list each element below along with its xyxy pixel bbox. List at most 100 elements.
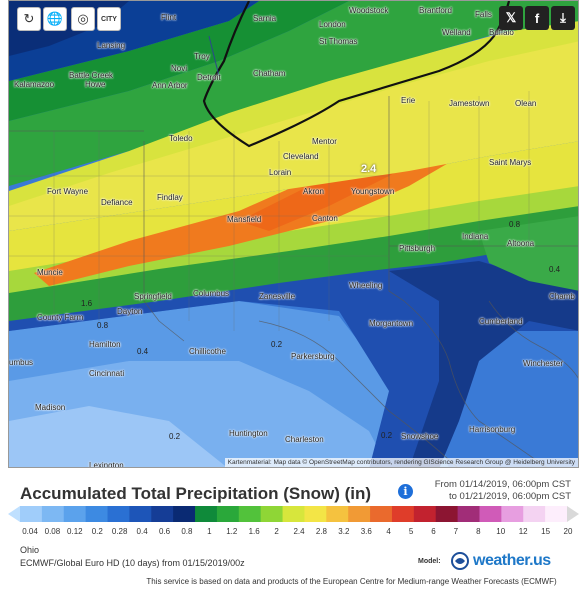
legend-label: 0.4	[136, 527, 148, 536]
city-label: Kalamazoo	[14, 80, 55, 89]
city-label: Battle Creek	[69, 71, 114, 80]
contour-value-label: 0.4	[549, 265, 561, 274]
legend-arrow-low	[8, 506, 20, 522]
legend-label: 0.12	[67, 527, 83, 536]
legend-swatch	[129, 506, 152, 522]
legend-swatch	[479, 506, 502, 522]
city-label: County Farm	[37, 313, 84, 322]
facebook-icon: f	[534, 10, 540, 26]
legend-swatch	[238, 506, 262, 522]
legend-arrow-high	[567, 506, 579, 522]
city-label: Charleston	[285, 435, 324, 444]
location-icon: ◎	[77, 11, 89, 26]
legend-label: 1.6	[248, 527, 260, 536]
legend-swatch	[85, 506, 109, 522]
info-icon[interactable]: i	[398, 484, 413, 499]
city-label: Canton	[312, 214, 338, 223]
legend-swatch	[107, 506, 130, 522]
city-label: Mentor	[312, 137, 337, 146]
city-label: Toledo	[169, 134, 193, 143]
facebook-button[interactable]: f	[525, 6, 549, 30]
city-label: Altoona	[507, 239, 535, 248]
city-label: Fort Wayne	[47, 187, 89, 196]
legend-swatch	[413, 506, 437, 522]
globe-button[interactable]: 🌐	[43, 7, 67, 31]
city-label: Detroit	[197, 73, 221, 82]
city-label: umbus	[9, 358, 34, 367]
legend-swatch	[20, 506, 43, 522]
legend-label: 5	[408, 527, 414, 536]
city-label: Snowshoe	[401, 432, 439, 441]
legend-label: 0.6	[158, 527, 171, 536]
contour-value-label: 0.8	[97, 321, 109, 330]
legend-label: 1	[207, 527, 212, 536]
city-label: Springfield	[134, 292, 172, 301]
city-label: St Thomas	[319, 37, 358, 46]
refresh-button[interactable]: ↻	[17, 7, 41, 31]
city-label: Sarnia	[253, 14, 277, 23]
legend-label: 20	[563, 527, 573, 536]
city-label: Novi	[171, 64, 188, 73]
legend-label: 10	[496, 527, 506, 536]
legend-label: 0.08	[44, 527, 61, 536]
legend-swatch	[391, 506, 415, 522]
city-label: Erie	[401, 96, 416, 105]
city-label: Chillicothe	[189, 347, 226, 356]
color-legend	[8, 506, 579, 522]
contour-value-label: 0.2	[271, 340, 283, 349]
city-label: Howe	[85, 80, 106, 89]
legend-label: 7	[453, 527, 459, 536]
legend-label: 0.8	[181, 527, 193, 536]
legend-label: 0.2	[91, 527, 103, 536]
location-button[interactable]: ◎	[71, 7, 95, 31]
legend-label: 2	[274, 527, 279, 536]
city-label: Olean	[515, 99, 537, 108]
city-label: Flint	[161, 13, 177, 22]
legend-label: 15	[541, 527, 551, 536]
legend-label: 2.4	[293, 527, 305, 536]
ecmwf-logo	[451, 552, 469, 570]
legend-swatch	[348, 506, 371, 522]
legend-swatch	[41, 506, 65, 522]
contour-value-label: 0.2	[381, 431, 393, 440]
city-label: Cumberland	[479, 317, 523, 326]
legend-swatch	[304, 506, 327, 522]
map-attribution: Kartenmaterial: Map data © OpenStreetMap…	[224, 458, 578, 467]
legend-label: 0.28	[111, 527, 128, 536]
legend-swatch	[435, 506, 459, 522]
city-label: Dayton	[117, 307, 143, 316]
legend-label: 8	[476, 527, 481, 536]
city-toggle-button[interactable]: CITY	[97, 7, 121, 31]
period-to: to 01/21/2019, 06:00pm CST	[449, 491, 571, 502]
legend-swatch	[457, 506, 480, 522]
weather-us-logo[interactable]: weather.us	[473, 552, 551, 570]
brand-text: weather.us	[473, 552, 551, 569]
city-label: Ann Arbor	[152, 81, 188, 90]
city-label: Muncie	[37, 268, 63, 277]
legend-swatch	[370, 506, 393, 522]
legend-swatch	[545, 506, 568, 522]
map-title: Accumulated Total Precipitation (Snow) (…	[20, 484, 372, 503]
city-label: Madison	[35, 403, 66, 412]
city-label: Youngstown	[351, 187, 395, 196]
download-button[interactable]: ⤓	[551, 6, 575, 30]
legend-swatch	[326, 506, 349, 522]
legend-label: 1.2	[226, 527, 238, 536]
twitter-button[interactable]: 𝕏	[499, 6, 523, 30]
city-label: Wheeling	[349, 281, 383, 290]
time-period: From 01/14/2019, 06:00pm CST to 01/21/20…	[435, 479, 571, 503]
legend-swatch	[523, 506, 546, 522]
contour-value-label: 0.4	[137, 347, 149, 356]
city-label: Columbus	[193, 289, 230, 298]
precipitation-map[interactable]: Flint Sarnia Woodstock Brantford London Falls…	[8, 0, 579, 468]
legend-label: 0.04	[22, 527, 38, 536]
city-label: Falls	[475, 10, 492, 19]
city-label: Saint Marys	[489, 158, 532, 167]
period-from: From 01/14/2019, 06:00pm CST	[434, 479, 571, 490]
legend-swatch	[260, 506, 284, 522]
city-label: Chatham	[253, 69, 286, 78]
city-label: Lansing	[97, 41, 126, 50]
legend-swatch	[282, 506, 305, 522]
city-label: Lexington	[89, 461, 124, 468]
city-label: Akron	[303, 187, 324, 196]
